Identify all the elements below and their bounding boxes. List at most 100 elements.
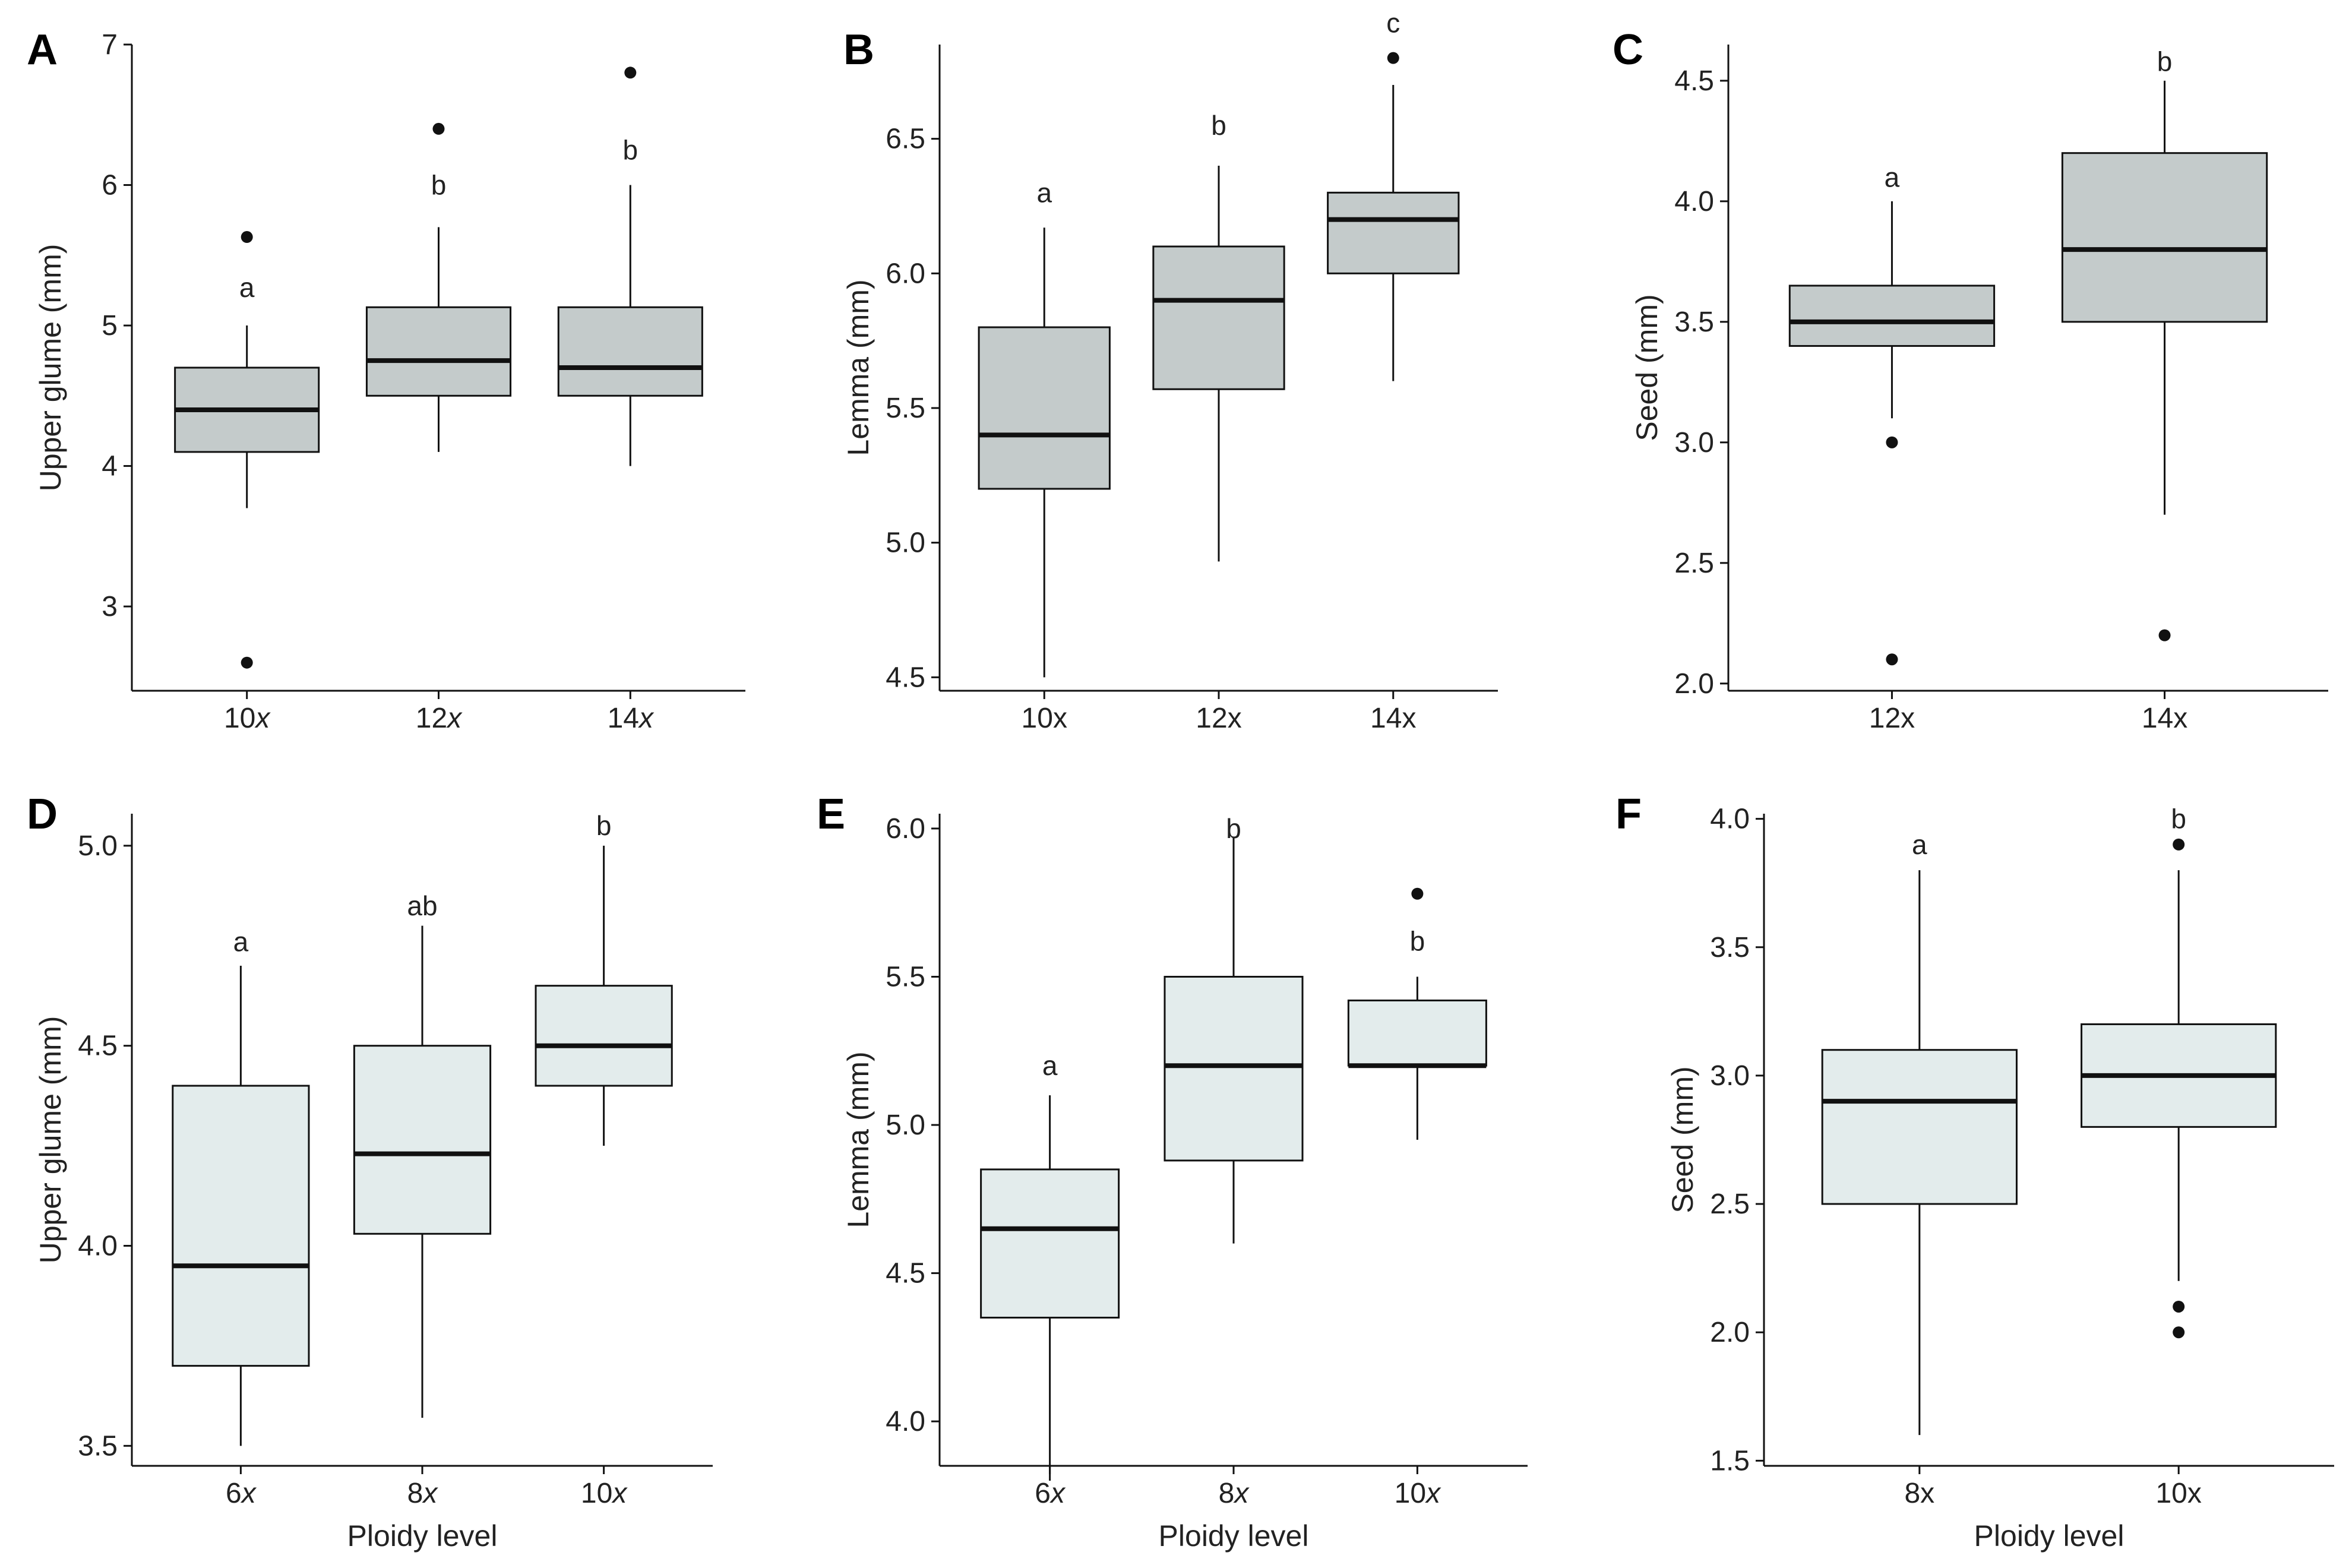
- panel-letter: B: [843, 26, 874, 74]
- significance-label: b: [1211, 110, 1226, 141]
- box-1: 6x a: [980, 1050, 1120, 1509]
- x-tick-label: 10x: [2155, 1478, 2201, 1509]
- x-tick-label: 10x: [581, 1478, 628, 1509]
- iqr-box: [1152, 245, 1285, 390]
- box-2: 8x ab: [353, 890, 492, 1509]
- significance-label: b: [431, 170, 447, 201]
- y-tick-label: 4.0: [1710, 804, 1750, 835]
- y-axis-title: Lemma (mm): [842, 1051, 875, 1228]
- box-3: 10x b: [535, 810, 673, 1509]
- iqr-box: [1347, 999, 1487, 1067]
- y-tick-label: 2.0: [1710, 1317, 1750, 1348]
- y-tick-label: 1.5: [1710, 1445, 1750, 1477]
- y-tick-label: 4.0: [1674, 186, 1714, 217]
- panel-c: C 2.0 2.5 3.0 3.5 4.0 4.5 Seed (mm) 12x a 14x b: [1613, 26, 2328, 734]
- box-1: 12x a: [1788, 162, 1996, 734]
- y-axis-title: Upper glume (mm): [34, 244, 67, 492]
- iqr-box: [2061, 152, 2268, 323]
- y-tick-label: 5.5: [886, 962, 925, 993]
- y-axis-title: Lemma (mm): [842, 279, 875, 456]
- significance-label: b: [2171, 804, 2186, 834]
- outlier-point: [2173, 1326, 2185, 1339]
- y-tick-label: 5.0: [886, 1109, 925, 1141]
- y-tick-label: 5: [102, 310, 118, 342]
- x-axis-title: Ploidy level: [1159, 1519, 1309, 1553]
- panel-letter: A: [27, 26, 58, 74]
- box-2: 14x b: [2061, 46, 2268, 734]
- iqr-box: [172, 1085, 310, 1367]
- x-tick-label: 14x: [2142, 703, 2187, 734]
- y-tick-label: 5.0: [78, 830, 118, 862]
- x-tick-label: 8x: [1904, 1478, 1934, 1509]
- y-tick-label: 4.0: [886, 1406, 925, 1437]
- y-tick-label: 6.0: [886, 258, 925, 289]
- x-tick-label: 12x: [1196, 703, 1241, 734]
- outlier-point: [2158, 629, 2171, 641]
- x-tick-label: 6x: [1035, 1478, 1066, 1509]
- outlier-point: [2173, 1300, 2185, 1313]
- y-tick-label: 4.5: [78, 1030, 118, 1062]
- panel-letter: D: [27, 791, 58, 838]
- box-2: 12x b: [1152, 110, 1285, 734]
- x-axis-title: Ploidy level: [347, 1519, 498, 1553]
- x-axis-title: Ploidy level: [1974, 1519, 2124, 1553]
- box-1: 10x a: [978, 177, 1111, 734]
- x-tick-label: 14x: [608, 703, 655, 734]
- y-tick-label: 2.5: [1710, 1188, 1750, 1220]
- significance-label: a: [1042, 1050, 1058, 1081]
- y-tick-label: 4.5: [1674, 65, 1714, 97]
- outlier-point: [241, 656, 253, 669]
- outlier-point: [1387, 52, 1399, 64]
- y-axis-title: Seed (mm): [1630, 294, 1664, 441]
- x-tick-label: 6x: [226, 1478, 257, 1509]
- y-tick-label: 6: [102, 170, 118, 201]
- box-1: 8x a: [1821, 829, 2018, 1509]
- x-tick-label: 8x: [407, 1478, 439, 1509]
- panel-d: D 3.5 4.0 4.5 5.0 Upper glume (mm) Ploidy leve…: [27, 791, 713, 1553]
- panel-f: F 1.5 2.0 2.5 3.0 3.5 4.0 Seed (mm) Ploidy level…: [1615, 791, 2334, 1553]
- panel-letter: C: [1613, 26, 1643, 74]
- y-tick-label: 5.5: [886, 393, 925, 424]
- significance-label: c: [1386, 8, 1400, 39]
- box-1: 6x a: [172, 927, 310, 1509]
- outlier-point: [624, 67, 637, 79]
- significance-label: b: [596, 810, 612, 841]
- y-tick-label: 5.0: [886, 527, 925, 559]
- y-tick-label: 4.5: [886, 662, 925, 693]
- outlier-point: [1411, 887, 1424, 900]
- significance-label: b: [1226, 813, 1241, 844]
- x-tick-label: 12x: [1869, 703, 1915, 734]
- y-tick-label: 3.0: [1710, 1060, 1750, 1092]
- iqr-box: [1327, 191, 1460, 274]
- box-3: 14x b: [557, 67, 703, 734]
- y-tick-label: 3.5: [78, 1430, 118, 1462]
- box-1: 10x a: [174, 231, 320, 734]
- iqr-box: [1821, 1049, 2018, 1205]
- y-tick-label: 6.5: [886, 124, 925, 155]
- significance-label: b: [2157, 46, 2173, 77]
- box-2: 12x b: [365, 122, 512, 734]
- y-tick-label: 2.0: [1674, 668, 1714, 700]
- y-tick-label: 2.5: [1674, 548, 1714, 579]
- panel-b: B 4.5 5.0 5.5 6.0 6.5 Lemma (mm) 10x a 12x b 14x c: [842, 8, 1498, 734]
- outlier-point: [241, 231, 253, 244]
- significance-label: a: [233, 927, 249, 957]
- y-tick-label: 3.5: [1710, 932, 1750, 963]
- x-tick-label: 10x: [1022, 703, 1067, 734]
- significance-label: a: [1912, 829, 1927, 860]
- iqr-box: [978, 326, 1111, 490]
- y-tick-label: 4.5: [886, 1258, 925, 1289]
- iqr-box: [353, 1045, 492, 1235]
- panel-letter: F: [1615, 791, 1642, 838]
- significance-label: b: [1410, 926, 1425, 957]
- panel-e: E 4.0 4.5 5.0 5.5 6.0 Lemma (mm) Ploidy level 6x…: [817, 791, 1528, 1553]
- significance-label: a: [1036, 177, 1052, 208]
- iqr-box: [557, 306, 703, 397]
- y-tick-label: 6.0: [886, 813, 925, 845]
- y-tick-label: 4: [102, 451, 118, 482]
- significance-label: b: [623, 134, 638, 165]
- outlier-point: [1886, 436, 1898, 448]
- y-tick-label: 7: [102, 29, 118, 61]
